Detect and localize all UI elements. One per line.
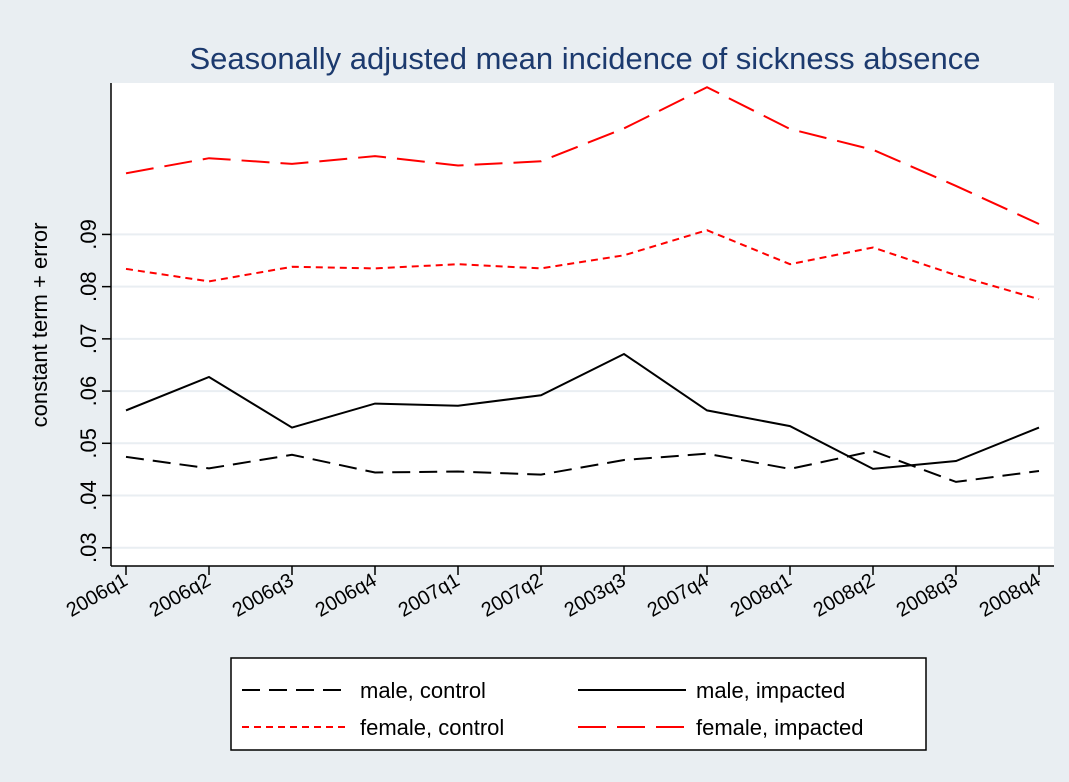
y-axis-label: constant term + error [27, 223, 52, 428]
legend-label: female, impacted [696, 715, 864, 740]
y-tick-label: .06 [76, 376, 101, 407]
chart-title: Seasonally adjusted mean incidence of si… [190, 41, 981, 76]
series-lines [125, 86, 1040, 483]
legend-box [230, 657, 927, 751]
series-line [125, 229, 1040, 301]
y-tick-label: .05 [76, 428, 101, 459]
plot-area [111, 83, 1054, 566]
series-line [125, 352, 1040, 470]
legend: male, control male, impacted female, contr… [230, 657, 927, 751]
y-tick-label: .03 [76, 532, 101, 563]
legend-label: female, control [360, 715, 504, 740]
legend-label: male, control [360, 678, 486, 703]
legend-items: male, control male, impacted female, contr… [242, 678, 864, 740]
series-line [125, 86, 1040, 225]
y-tick-label: .04 [76, 480, 101, 511]
grid-lines [111, 233, 1054, 549]
series-line [125, 450, 1040, 483]
y-tick-label: .07 [76, 324, 101, 355]
y-tick-label: .08 [76, 271, 101, 302]
y-tick-label: .09 [76, 219, 101, 250]
legend-label: male, impacted [696, 678, 845, 703]
y-axis-ticks: .03 .04 .05 .06 .07 .08 .09 [76, 219, 111, 563]
